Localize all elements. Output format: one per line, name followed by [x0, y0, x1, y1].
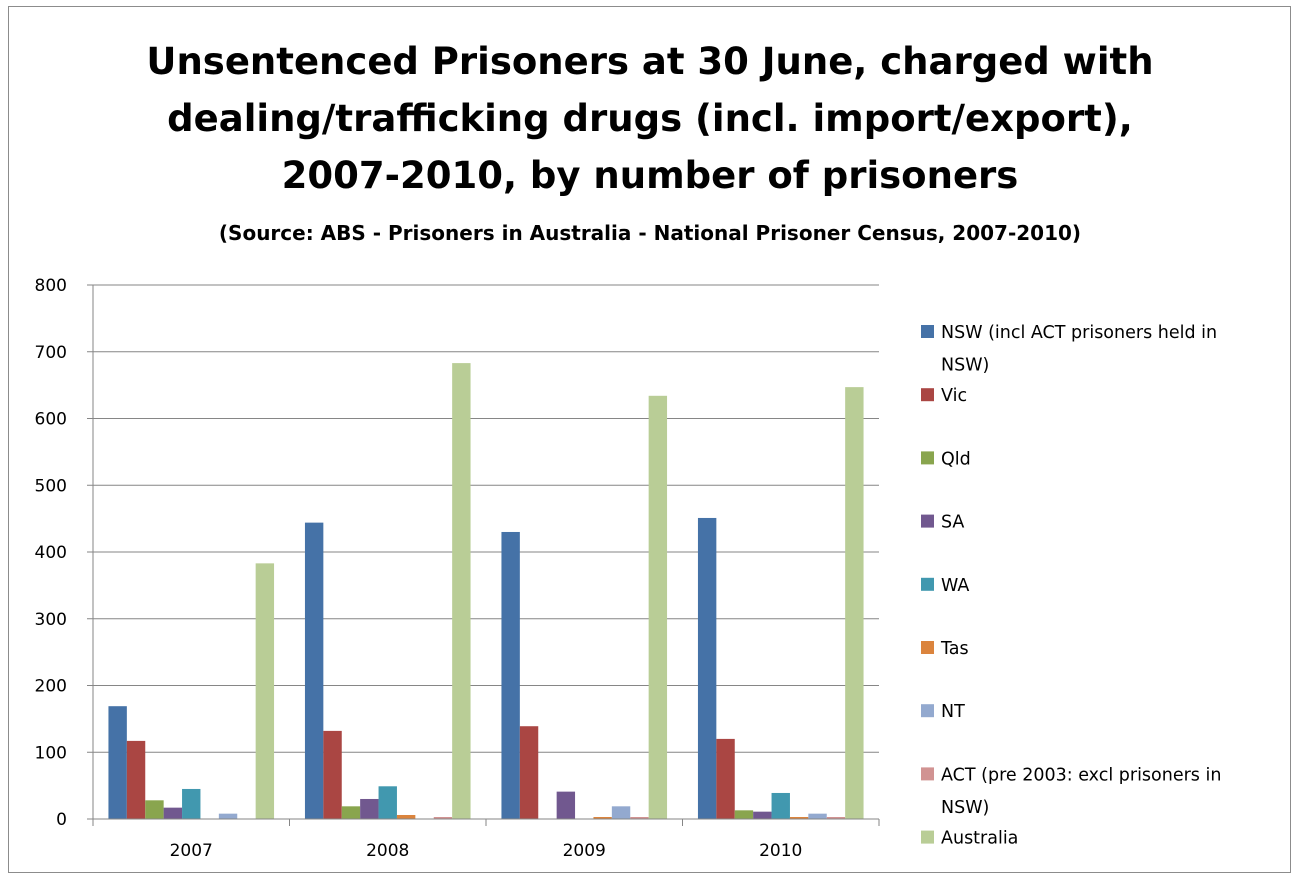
bar — [519, 726, 539, 819]
bar — [789, 816, 809, 819]
legend-label: NT — [941, 702, 965, 722]
legend-swatch — [921, 830, 934, 844]
bar — [341, 806, 361, 819]
x-tick-label: 2008 — [366, 841, 409, 861]
x-tick-label: 2007 — [170, 841, 213, 861]
legend-label: SA — [941, 513, 964, 533]
bar — [163, 807, 183, 819]
legend-label: Tas — [940, 639, 969, 659]
legend-item: Australia — [921, 829, 1018, 849]
bar — [452, 363, 471, 819]
y-tick-label: 600 — [35, 410, 67, 430]
bar — [396, 814, 416, 819]
legend-item: Tas — [921, 639, 969, 659]
bar — [501, 531, 520, 819]
bar — [845, 387, 864, 819]
y-tick-label: 500 — [35, 476, 67, 496]
bar — [323, 730, 342, 819]
legend-label: Qld — [941, 449, 971, 469]
bar — [145, 800, 164, 819]
chart-title: Unsentenced Prisoners at 30 June, charge… — [146, 40, 1153, 245]
legend-swatch — [921, 577, 934, 591]
legend-swatch — [921, 325, 934, 338]
legend-label: NSW) — [941, 356, 989, 376]
legend-swatch — [921, 451, 934, 465]
bar — [593, 816, 612, 819]
legend-item: Vic — [921, 386, 967, 406]
legend-item: Qld — [921, 449, 971, 469]
bar — [433, 816, 453, 819]
bar — [360, 798, 379, 819]
bar — [648, 395, 668, 819]
legend-label: ACT (pre 2003: excl prisoners in — [941, 765, 1221, 785]
bar — [182, 788, 201, 819]
bar — [611, 806, 631, 819]
bar — [630, 816, 649, 819]
gridlines — [93, 284, 879, 753]
legend-swatch — [921, 388, 934, 402]
bar — [753, 811, 772, 819]
bar — [304, 522, 324, 819]
legend-label: NSW (incl ACT prisoners held in — [941, 323, 1217, 343]
y-tick-label: 700 — [35, 343, 67, 363]
legend-item: ACT (pre 2003: excl prisoners in NSW) — [921, 765, 1221, 818]
bar — [771, 792, 790, 819]
legend-swatch — [921, 641, 934, 654]
y-tick-label: 100 — [35, 743, 67, 763]
legend-item: SA — [921, 513, 964, 533]
legend: NSW (incl ACT prisoners held in NSW) Vic Ql… — [921, 323, 1221, 849]
chart-title-line-2: dealing/trafficking drugs (incl. import/… — [167, 97, 1133, 140]
x-tick-label: 2009 — [563, 841, 606, 861]
y-tick-label: 800 — [35, 276, 67, 296]
chart-subtitle: (Source: ABS - Prisoners in Australia - … — [219, 221, 1081, 245]
x-axis-ticks: 2007 2008 2009 2010 — [92, 819, 880, 861]
bar — [716, 738, 735, 819]
legend-label: Australia — [941, 829, 1018, 849]
bar — [378, 786, 397, 819]
x-tick-label: 2010 — [759, 841, 802, 861]
bar — [697, 517, 717, 819]
bar — [734, 810, 754, 819]
bar — [218, 813, 238, 819]
y-tick-label: 400 — [35, 543, 67, 563]
bar — [126, 740, 146, 819]
legend-label: Vic — [941, 386, 967, 406]
chart-title-line-3: 2007-2010, by number of prisoners — [282, 154, 1019, 197]
y-tick-label: 200 — [35, 677, 67, 697]
bar — [108, 706, 127, 819]
legend-label: WA — [941, 576, 969, 596]
legend-swatch — [921, 704, 934, 718]
legend-item: NSW (incl ACT prisoners held in NSW) — [921, 323, 1217, 376]
y-axis-ticks: 0 100 200 300 400 500 600 700 800 — [35, 276, 93, 830]
chart-title-line-1: Unsentenced Prisoners at 30 June, charge… — [146, 40, 1153, 83]
legend-swatch — [921, 514, 934, 528]
y-tick-label: 0 — [56, 810, 67, 830]
legend-item: NT — [921, 702, 965, 722]
bar — [808, 813, 827, 819]
legend-item: WA — [921, 576, 969, 596]
bar — [826, 816, 846, 819]
bar — [255, 563, 275, 819]
bars — [108, 363, 864, 819]
legend-label: NSW) — [941, 798, 989, 818]
y-tick-label: 300 — [35, 610, 67, 630]
bar — [556, 791, 576, 819]
legend-swatch — [921, 767, 934, 781]
